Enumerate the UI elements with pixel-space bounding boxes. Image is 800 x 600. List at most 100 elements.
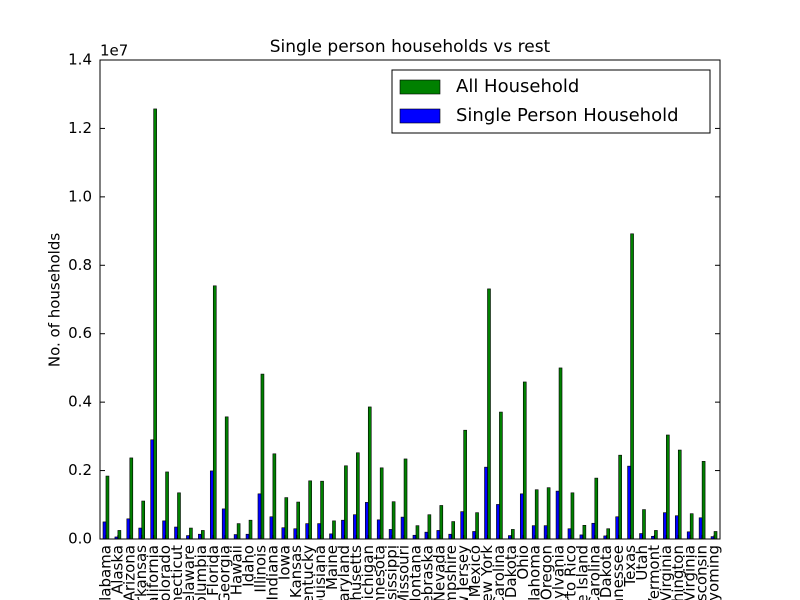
bar [224,416,229,540]
legend-swatch [399,79,441,95]
bar [209,470,214,540]
bar [105,475,110,540]
x-tick-label: Louisiana [311,545,329,600]
x-tick-label: Rhode Island [573,545,591,600]
x-tick-label: Virginia [657,545,675,600]
x-tick-label: South Carolina [585,545,603,600]
x-tick-label: Oklahoma [526,545,544,600]
x-tick-label: Ohio [514,545,532,580]
x-tick-label: New Mexico [466,545,484,600]
bar [484,466,488,540]
x-tick-label: South Dakota [597,545,615,600]
x-tick-label: Kansas [287,545,305,598]
x-tick-label: Iowa [275,545,293,580]
x-tick-label: Maine [323,545,341,590]
x-tick-label: Delaware [180,545,198,600]
x-tick-label: West Virginia [681,545,699,600]
bar [153,108,157,540]
bar [257,493,262,540]
legend-swatch [399,108,441,124]
legend-label: Single Person Household [456,105,679,126]
x-tick-label: Georgia [216,545,234,600]
bar [356,452,360,540]
x-tick-label: Minnesota [371,545,389,600]
x-tick-label: Colorado [156,545,174,600]
bar [391,501,396,540]
x-tick-label: Wyoming [705,545,723,600]
bar [320,480,324,540]
x-tick-label: Montana [406,545,424,600]
x-tick-label: Mississippi [383,545,401,600]
x-tick-label: North Carolina [490,545,508,600]
x-tick-label: Kentucky [299,545,317,600]
bar [364,502,369,540]
y-offset-label: 1e7 [100,42,128,60]
x-tick-label: Indiana [263,545,281,600]
bar [296,501,301,540]
y-tick-label: 0.6 [68,324,92,342]
x-tick-label: California [144,545,162,600]
y-tick-label: 1.2 [68,119,92,137]
x-tick-label: Oregon [538,545,556,600]
bar [499,411,503,540]
bar [284,497,289,540]
y-tick-label: 1.4 [68,51,92,69]
x-tick-label: Tennessee [609,545,627,600]
bar [367,406,372,540]
bar [260,373,265,540]
x-tick-label: Arkansas [132,545,150,600]
bar [221,508,226,540]
bar [570,492,575,540]
bar [522,381,527,540]
bar [546,487,551,540]
x-tick-label: North Dakota [502,545,520,600]
x-tick-label: Alaska [108,545,126,594]
bar [460,511,464,540]
x-tick-label: New Jersey [454,545,472,600]
x-tick-label: Missouri [395,545,413,600]
bar [496,504,500,540]
bar [666,434,670,540]
x-tick-label: Connecticut [168,545,186,600]
bar [627,465,631,540]
bar [534,489,539,540]
chart-title: Single person households vs rest [270,37,551,57]
bar [308,480,312,540]
x-tick-label: Idaho [240,545,258,587]
bar [558,367,563,540]
bar [165,471,169,540]
bar [677,449,682,540]
legend-label: All Household [456,76,579,97]
x-tick-label: New York [478,545,496,600]
legend-box [391,69,711,134]
x-tick-label: Utah [633,545,651,581]
bar [555,490,560,540]
bar [141,500,146,540]
x-tick-label: Puerto Rico [561,545,579,600]
x-tick-label: Michigan [359,545,377,600]
plot-frame [99,59,721,540]
y-tick-label: 0.0 [68,530,92,548]
y-tick-label: 1.0 [68,187,92,205]
bar [379,467,384,540]
x-tick-label: Maryland [335,545,353,600]
bar [594,477,599,540]
bar [177,492,181,540]
x-tick-label: New Hampshire [442,545,460,600]
x-tick-label: District of Columbia [192,545,210,600]
x-tick-label: Hawaii [228,545,246,595]
y-tick-label: 0.2 [68,461,92,479]
x-tick-label: Texas [621,545,639,588]
bar [129,457,134,540]
x-tick-label: Nebraska [418,545,436,600]
bar [212,285,217,540]
x-tick-label: Wisconsin [693,545,711,600]
x-tick-label: Vermont [645,545,663,600]
bar [272,453,277,540]
y-tick-label: 0.8 [68,256,92,274]
bar [439,505,444,540]
bar [403,458,408,540]
y-axis-label: No. of households [46,233,64,368]
bar [701,461,706,540]
